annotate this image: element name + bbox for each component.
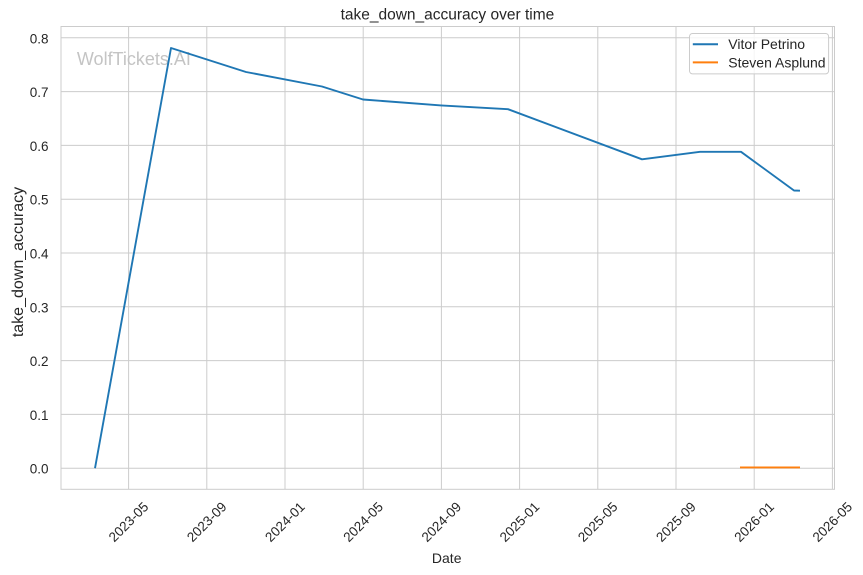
svg-text:take_down_accuracy over time: take_down_accuracy over time (341, 7, 555, 24)
svg-text:0.1: 0.1 (30, 408, 49, 423)
svg-text:0.0: 0.0 (30, 462, 49, 477)
svg-text:0.7: 0.7 (30, 85, 49, 100)
svg-text:0.2: 0.2 (30, 354, 49, 369)
svg-text:take_down_accuracy: take_down_accuracy (10, 187, 27, 337)
svg-text:0.6: 0.6 (30, 139, 49, 154)
svg-text:0.5: 0.5 (30, 193, 49, 208)
svg-text:0.8: 0.8 (30, 31, 49, 46)
svg-text:Vitor Petrino: Vitor Petrino (728, 36, 805, 52)
svg-text:Date: Date (432, 550, 462, 566)
svg-text:Steven Asplund: Steven Asplund (728, 55, 825, 71)
svg-text:WolfTickets.AI: WolfTickets.AI (77, 49, 191, 69)
svg-text:0.4: 0.4 (30, 247, 49, 262)
svg-text:0.3: 0.3 (30, 300, 49, 315)
